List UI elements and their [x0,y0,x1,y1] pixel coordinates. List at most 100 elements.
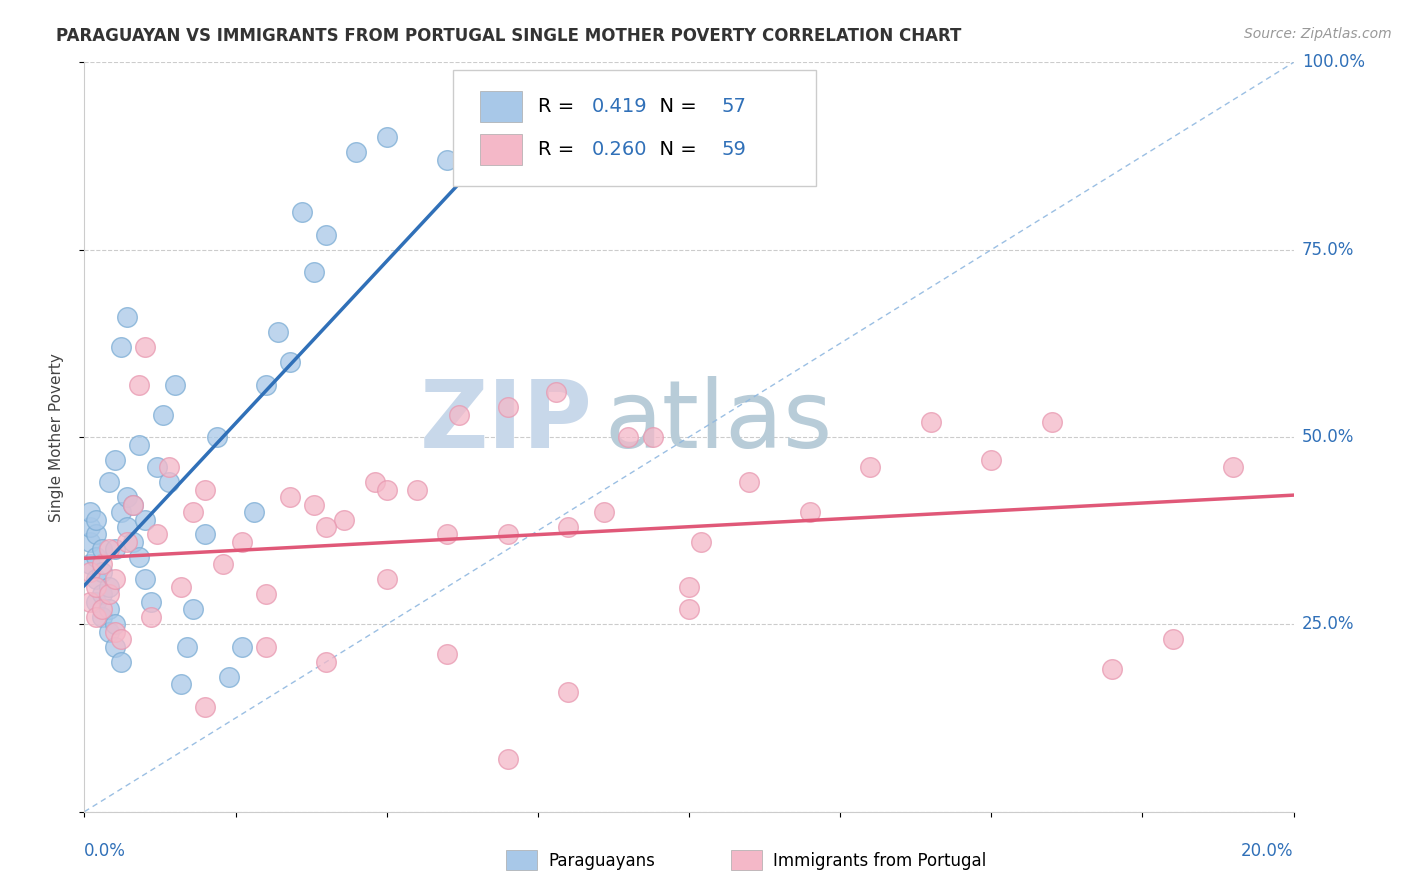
Point [86,580,108,594]
Point [104,452,127,467]
Point [104,617,127,632]
Text: 0.260: 0.260 [592,140,648,159]
Text: 20.0%: 20.0% [1241,842,1294,860]
Point [170,677,193,691]
Point [254,640,277,654]
Point [181,602,204,616]
Point [128,437,150,451]
Bar [479,91,522,122]
Point [593,505,616,519]
Point [557,520,579,534]
Text: R =: R = [538,97,581,116]
Text: 59: 59 [721,140,747,159]
Point [91,558,114,572]
Point [302,265,325,279]
Point [544,385,567,400]
Point [1222,460,1244,475]
Text: R =: R = [538,140,581,159]
Point [920,415,942,429]
Text: Source: ZipAtlas.com: Source: ZipAtlas.com [1244,27,1392,41]
Point [588,108,610,122]
Point [207,430,229,444]
Point [315,227,337,242]
Point [104,573,127,587]
Point [617,430,640,444]
Point [86,527,108,541]
Point [690,535,713,549]
Point [128,377,150,392]
Text: N =: N = [647,97,703,116]
Point [436,648,458,662]
Point [146,460,169,475]
Point [436,527,458,541]
FancyBboxPatch shape [453,70,815,186]
Point [218,670,240,684]
Point [97,475,120,489]
Point [79,558,101,572]
Y-axis label: Single Mother Poverty: Single Mother Poverty [49,352,63,522]
Point [91,602,114,616]
Point [79,535,101,549]
Point [157,475,180,489]
Point [86,610,108,624]
Point [291,205,314,219]
Point [375,573,398,587]
Point [496,527,519,541]
Point [678,602,700,616]
Point [110,505,132,519]
Point [104,640,127,654]
Point [799,505,821,519]
Point [170,580,193,594]
Point [86,549,108,564]
Point [121,498,143,512]
Point [121,535,143,549]
Text: PARAGUAYAN VS IMMIGRANTS FROM PORTUGAL SINGLE MOTHER POVERTY CORRELATION CHART: PARAGUAYAN VS IMMIGRANTS FROM PORTUGAL S… [56,27,962,45]
Point [278,355,301,369]
Point [97,580,120,594]
Point [449,408,471,422]
Point [86,512,108,526]
Point [104,624,127,639]
Point [115,490,138,504]
Point [115,310,138,325]
Text: 0.419: 0.419 [592,97,648,116]
Point [302,498,325,512]
Point [115,520,138,534]
Point [496,752,519,766]
Point [346,145,368,160]
Point [79,565,101,579]
Point [278,490,301,504]
Point [110,632,132,647]
Point [176,640,198,654]
Point [194,527,217,541]
Text: 50.0%: 50.0% [1302,428,1354,446]
Point [315,655,337,669]
Point [86,595,108,609]
Point [91,610,114,624]
Point [375,130,398,145]
Point [97,587,120,601]
Point [181,505,204,519]
Text: Immigrants from Portugal: Immigrants from Portugal [773,852,987,870]
Point [91,542,114,557]
Point [134,512,156,526]
Point [139,610,162,624]
Point [134,340,156,354]
Point [86,573,108,587]
Point [254,587,277,601]
Point [91,587,114,601]
Text: 100.0%: 100.0% [1302,54,1365,71]
Point [134,573,156,587]
Point [165,377,187,392]
Text: ZIP: ZIP [419,376,592,468]
Point [146,527,169,541]
Point [496,400,519,414]
Point [315,520,337,534]
Point [231,640,253,654]
Point [980,452,1002,467]
Point [859,460,882,475]
Point [115,535,138,549]
Point [91,565,114,579]
Point [363,475,385,489]
Point [242,505,264,519]
